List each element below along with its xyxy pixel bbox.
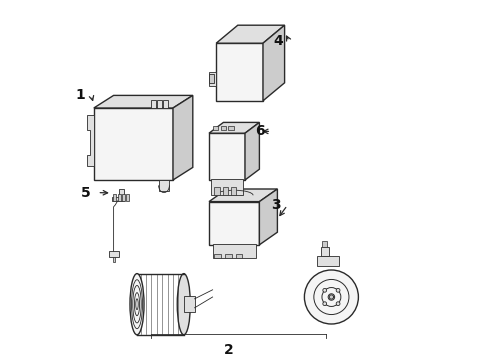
Polygon shape (209, 189, 277, 202)
Bar (118, 194, 121, 201)
Bar (113, 257, 116, 262)
Polygon shape (209, 133, 245, 180)
Text: 5: 5 (81, 186, 91, 199)
Bar (213, 244, 256, 258)
Bar (222, 187, 228, 195)
Bar (109, 251, 119, 257)
Polygon shape (209, 72, 216, 86)
Polygon shape (173, 95, 193, 180)
Bar (228, 126, 234, 130)
Polygon shape (94, 95, 193, 108)
Polygon shape (259, 189, 277, 245)
Bar (211, 179, 243, 195)
Bar (126, 194, 129, 201)
Bar (320, 247, 328, 256)
Text: 1: 1 (75, 89, 85, 102)
Bar (220, 126, 226, 130)
Circle shape (323, 288, 327, 292)
Ellipse shape (130, 274, 144, 335)
Text: 6: 6 (255, 125, 265, 138)
Bar (236, 254, 243, 258)
Polygon shape (112, 189, 123, 201)
Bar (163, 100, 168, 108)
Bar (157, 100, 162, 108)
Polygon shape (94, 108, 173, 180)
Polygon shape (245, 122, 259, 180)
Bar (184, 296, 195, 312)
Bar (213, 126, 219, 130)
Ellipse shape (177, 274, 190, 335)
Polygon shape (317, 256, 339, 266)
Circle shape (304, 270, 358, 324)
Text: 4: 4 (273, 35, 283, 48)
Circle shape (336, 302, 340, 306)
Bar (322, 241, 327, 247)
Bar (215, 254, 221, 258)
Polygon shape (209, 202, 259, 245)
Polygon shape (216, 43, 263, 101)
Bar (122, 194, 125, 201)
Polygon shape (263, 25, 285, 101)
Bar (231, 187, 236, 195)
Bar (215, 187, 220, 195)
Bar (209, 74, 215, 83)
Polygon shape (159, 180, 170, 191)
Bar (225, 254, 232, 258)
Polygon shape (209, 122, 259, 133)
Circle shape (336, 288, 340, 292)
Circle shape (323, 302, 327, 306)
Circle shape (329, 295, 334, 299)
Polygon shape (216, 25, 285, 43)
Text: 3: 3 (271, 198, 281, 212)
Bar (113, 194, 117, 201)
Text: 2: 2 (224, 343, 234, 357)
Polygon shape (87, 115, 94, 166)
Bar (151, 100, 156, 108)
